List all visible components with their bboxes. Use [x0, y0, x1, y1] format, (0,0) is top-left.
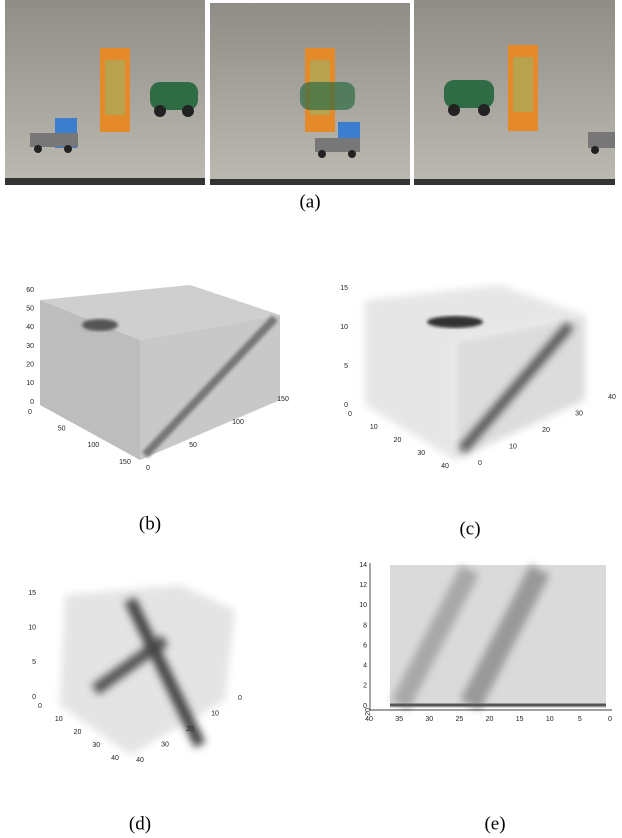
tick-label: 10 [211, 710, 219, 717]
tick-label: 50 [26, 306, 34, 313]
tick-label: 0 [478, 460, 482, 467]
tick-label: 100 [87, 442, 99, 449]
tick-label: 10 [546, 716, 554, 723]
tick-label: 4 [363, 663, 367, 670]
tick-label: 10 [26, 380, 34, 387]
tick-label: 40 [365, 716, 373, 723]
volume-render [40, 285, 280, 460]
tick-label: 50 [189, 442, 197, 449]
projection-image [370, 563, 612, 710]
tick-label: 20 [486, 716, 494, 723]
photo-3 [414, 0, 615, 185]
volume-render [60, 585, 235, 755]
tick-label: 5 [32, 659, 36, 666]
tick-label: 0 [238, 695, 242, 702]
tick-label: 20 [74, 729, 82, 736]
tick-label: 12 [359, 582, 367, 589]
tick-label: 0 [28, 409, 32, 416]
tick-label: 0 [344, 402, 348, 409]
caption: (b) [139, 513, 161, 534]
tick-label: 150 [119, 459, 131, 466]
tick-label: 30 [92, 742, 100, 749]
tick-label: 6 [363, 642, 367, 649]
tick-label: 35 [395, 716, 403, 723]
tick-label: 10 [509, 443, 517, 450]
tick-label: 30 [575, 410, 583, 417]
caption: (e) [484, 813, 505, 834]
tick-label: 8 [363, 622, 367, 629]
tick-label: 30 [26, 343, 34, 350]
tick-label: 10 [370, 424, 378, 431]
tick-label: 30 [161, 741, 169, 748]
tick-label: 40 [136, 757, 144, 764]
tick-label: 0 [30, 399, 34, 406]
tick-label: 20 [365, 708, 372, 716]
tick-label: 20 [394, 437, 402, 444]
caption: (c) [459, 518, 480, 539]
tick-label: 5 [578, 716, 582, 723]
caption: (a) [299, 191, 320, 212]
tick-label: 10 [28, 625, 36, 632]
photo-2 [210, 3, 410, 185]
tick-label: 20 [26, 362, 34, 369]
caption: (d) [129, 813, 151, 834]
tick-label: 5 [344, 363, 348, 370]
tick-label: 0 [38, 703, 42, 710]
tick-label: 40 [111, 755, 119, 762]
tick-label: 20 [186, 726, 194, 733]
tick-label: 30 [425, 716, 433, 723]
tick-label: 14 [359, 562, 367, 569]
tick-label: 30 [417, 450, 425, 457]
tick-label: 0 [608, 716, 612, 723]
tick-label: 10 [359, 602, 367, 609]
tick-label: 0 [348, 411, 352, 418]
tick-label: 0 [32, 694, 36, 701]
volume-render [365, 285, 585, 460]
tick-label: 40 [441, 463, 449, 470]
tick-label: 60 [26, 287, 34, 294]
tick-label: 10 [340, 324, 348, 331]
photo-1 [5, 0, 205, 185]
tick-label: 10 [55, 716, 63, 723]
tick-label: 50 [58, 426, 66, 433]
tick-label: 40 [26, 324, 34, 331]
tick-label: 25 [455, 716, 463, 723]
tick-label: 20 [542, 427, 550, 434]
tick-label: 150 [277, 396, 289, 403]
tick-label: 2 [363, 683, 367, 690]
tick-label: 40 [608, 394, 616, 401]
tick-label: 100 [232, 419, 244, 426]
tick-label: 0 [146, 465, 150, 472]
tick-label: 15 [28, 590, 36, 597]
figure: (a) (b) (c) (d) (e) 01020304050600501001… [0, 0, 622, 838]
tick-label: 15 [516, 716, 524, 723]
tick-label: 15 [340, 285, 348, 292]
